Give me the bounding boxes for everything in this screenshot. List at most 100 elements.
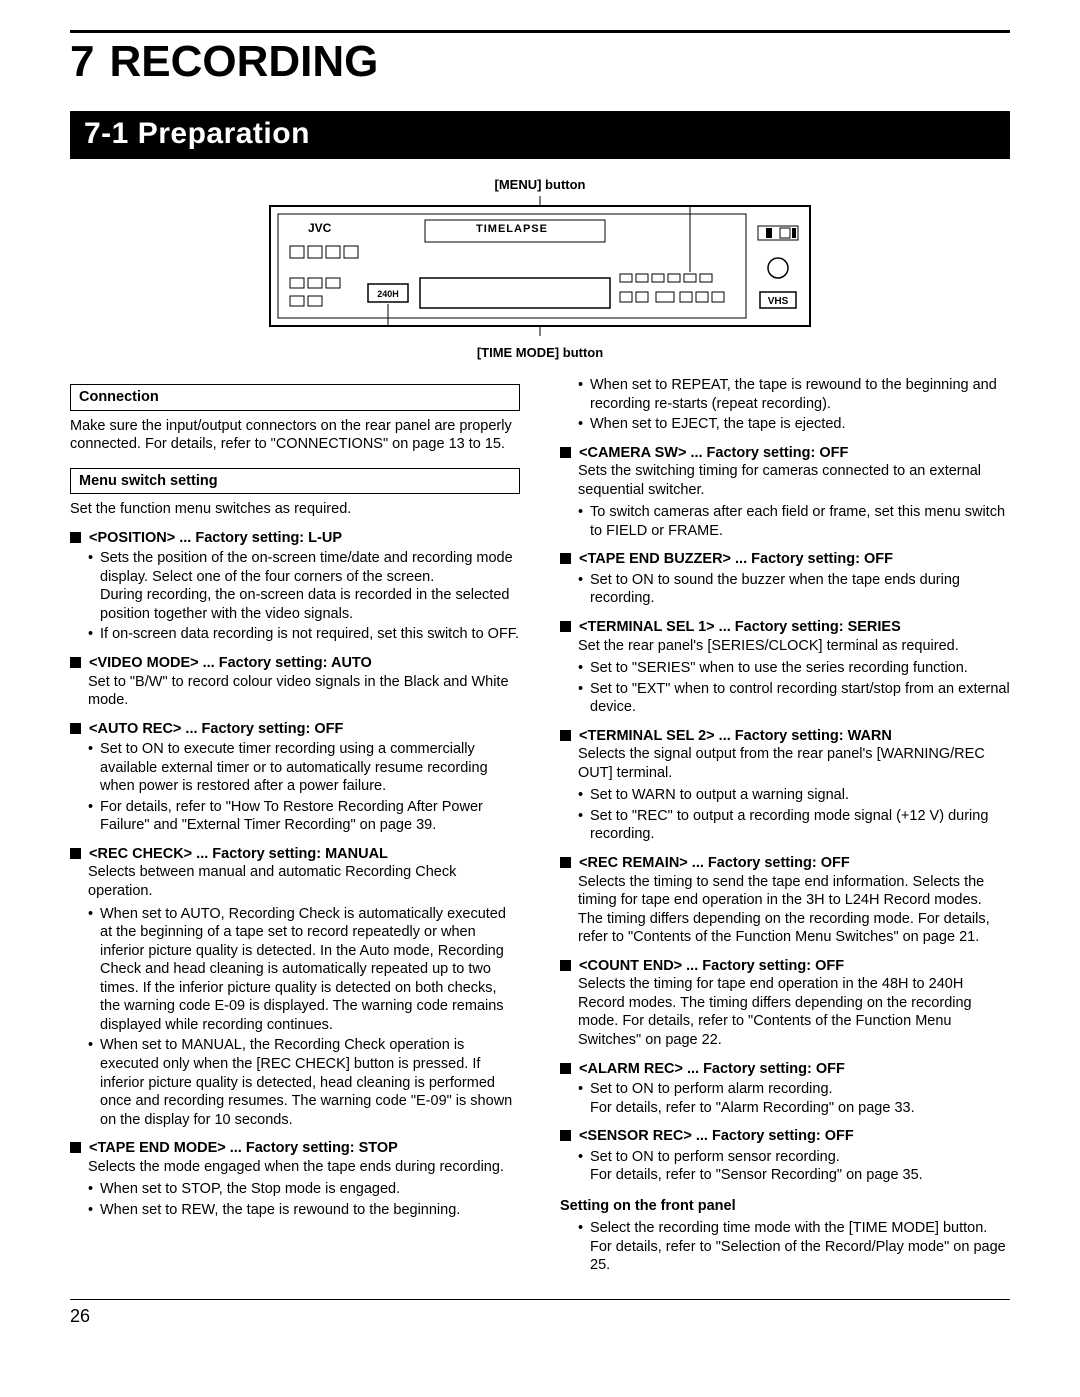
- term2-title: <TERMINAL SEL 2> ... Factory setting: WA…: [579, 727, 1010, 746]
- square-bullet-icon: [560, 553, 571, 564]
- camera-sw-head: <CAMERA SW> ... Factory setting: OFF: [560, 444, 1010, 463]
- rec-check-intro: Selects between manual and automatic Rec…: [88, 863, 520, 900]
- video-mode-body: Set to "B/W" to record colour video sign…: [88, 673, 520, 710]
- content-columns: Connection Make sure the input/output co…: [70, 374, 1010, 1275]
- front-panel-bullets: Select the recording time mode with the …: [578, 1219, 1010, 1275]
- square-bullet-icon: [560, 857, 571, 868]
- tape-end-head: <TAPE END MODE> ... Factory setting: STO…: [70, 1139, 520, 1158]
- rec-check-title: <REC CHECK> ... Factory setting: MANUAL: [89, 845, 520, 864]
- square-bullet-icon: [70, 532, 81, 543]
- square-bullet-icon: [560, 730, 571, 741]
- term2-intro: Selects the signal output from the rear …: [578, 745, 1010, 782]
- term2-head: <TERMINAL SEL 2> ... Factory setting: WA…: [560, 727, 1010, 746]
- vhs-label: VHS: [768, 296, 789, 307]
- front-panel-b1: Select the recording time mode with the …: [578, 1219, 1010, 1275]
- alarm-rec-head: <ALARM REC> ... Factory setting: OFF: [560, 1060, 1010, 1079]
- position-b1: Sets the position of the on-screen time/…: [88, 549, 520, 623]
- rec-check-b2: When set to MANUAL, the Recording Check …: [88, 1036, 520, 1129]
- count-end-head: <COUNT END> ... Factory setting: OFF: [560, 957, 1010, 976]
- page-number: 26: [70, 1306, 90, 1326]
- rec-remain-title: <REC REMAIN> ... Factory setting: OFF: [579, 854, 1010, 873]
- rec-check-b1: When set to AUTO, Recording Check is aut…: [88, 905, 520, 1035]
- square-bullet-icon: [560, 1130, 571, 1141]
- position-title: <POSITION> ... Factory setting: L-UP: [89, 529, 520, 548]
- tape-end-cont-b1: When set to REPEAT, the tape is rewound …: [578, 376, 1010, 413]
- rec-remain-body: Selects the timing to send the tape end …: [578, 873, 1010, 947]
- brand-text: JVC: [308, 221, 332, 235]
- page-footer: 26: [70, 1299, 1010, 1327]
- connection-head: Connection: [70, 384, 520, 411]
- tape-end-intro: Selects the mode engaged when the tape e…: [88, 1158, 520, 1177]
- camera-sw-b1: To switch cameras after each field or fr…: [578, 503, 1010, 540]
- video-mode-title: <VIDEO MODE> ... Factory setting: AUTO: [89, 654, 520, 673]
- connection-body: Make sure the input/output connectors on…: [70, 417, 520, 454]
- term1-b1: Set to "SERIES" when to use the series r…: [578, 659, 1010, 678]
- auto-rec-bullets: Set to ON to execute timer recording usi…: [88, 740, 520, 835]
- tape-end-cont-bullets: When set to REPEAT, the tape is rewound …: [578, 376, 1010, 434]
- auto-rec-title: <AUTO REC> ... Factory setting: OFF: [89, 720, 520, 739]
- rec-check-head: <REC CHECK> ... Factory setting: MANUAL: [70, 845, 520, 864]
- video-mode-head: <VIDEO MODE> ... Factory setting: AUTO: [70, 654, 520, 673]
- camera-sw-title: <CAMERA SW> ... Factory setting: OFF: [579, 444, 1010, 463]
- right-column: When set to REPEAT, the tape is rewound …: [560, 374, 1010, 1275]
- sensor-rec-head: <SENSOR REC> ... Factory setting: OFF: [560, 1127, 1010, 1146]
- position-head: <POSITION> ... Factory setting: L-UP: [70, 529, 520, 548]
- square-bullet-icon: [70, 1142, 81, 1153]
- tape-end-b1: When set to STOP, the Stop mode is engag…: [88, 1180, 520, 1199]
- square-bullet-icon: [70, 848, 81, 859]
- timelapse-text: TIMELAPSE: [476, 223, 548, 235]
- square-bullet-icon: [560, 447, 571, 458]
- auto-rec-head: <AUTO REC> ... Factory setting: OFF: [70, 720, 520, 739]
- tape-end-buzzer-bullets: Set to ON to sound the buzzer when the t…: [578, 571, 1010, 608]
- term1-bullets: Set to "SERIES" when to use the series r…: [578, 659, 1010, 717]
- tape-end-title: <TAPE END MODE> ... Factory setting: STO…: [89, 1139, 520, 1158]
- menu-switch-intro: Set the function menu switches as requir…: [70, 500, 520, 519]
- alarm-rec-bullets: Set to ON to perform alarm recording.For…: [578, 1080, 1010, 1117]
- menu-switch-head: Menu switch setting: [70, 468, 520, 495]
- sensor-rec-title: <SENSOR REC> ... Factory setting: OFF: [579, 1127, 1010, 1146]
- mode-display: 240H: [377, 289, 399, 299]
- rec-remain-head: <REC REMAIN> ... Factory setting: OFF: [560, 854, 1010, 873]
- tape-end-buzzer-head: <TAPE END BUZZER> ... Factory setting: O…: [560, 550, 1010, 569]
- term1-head: <TERMINAL SEL 1> ... Factory setting: SE…: [560, 618, 1010, 637]
- count-end-title: <COUNT END> ... Factory setting: OFF: [579, 957, 1010, 976]
- chapter-number: 7: [70, 37, 95, 87]
- auto-rec-b1: Set to ON to execute timer recording usi…: [88, 740, 520, 796]
- position-bullets: Sets the position of the on-screen time/…: [88, 549, 520, 644]
- square-bullet-icon: [560, 621, 571, 632]
- chapter-heading: 7 RECORDING: [70, 37, 1010, 89]
- alarm-rec-title: <ALARM REC> ... Factory setting: OFF: [579, 1060, 1010, 1079]
- figure-top-label: [MENU] button: [70, 177, 1010, 192]
- position-b2: If on-screen data recording is not requi…: [88, 625, 520, 644]
- front-panel-head: Setting on the front panel: [560, 1197, 1010, 1216]
- figure-bottom-label: [TIME MODE] button: [70, 345, 1010, 360]
- section-label: 7-1 Preparation: [84, 117, 310, 150]
- sensor-rec-b1: Set to ON to perform sensor recording.Fo…: [578, 1148, 1010, 1185]
- square-bullet-icon: [70, 657, 81, 668]
- vcr-diagram: JVC TIMELAPSE VHS 240H: [260, 196, 820, 336]
- tape-end-cont-b2: When set to EJECT, the tape is ejected.: [578, 415, 1010, 434]
- term2-b2: Set to "REC" to output a recording mode …: [578, 807, 1010, 844]
- chapter-title-text: RECORDING: [109, 37, 378, 87]
- camera-sw-bullets: To switch cameras after each field or fr…: [578, 503, 1010, 540]
- sensor-rec-bullets: Set to ON to perform sensor recording.Fo…: [578, 1148, 1010, 1185]
- rec-check-bullets: When set to AUTO, Recording Check is aut…: [88, 905, 520, 1130]
- count-end-body: Selects the timing for tape end operatio…: [578, 975, 1010, 1049]
- left-column: Connection Make sure the input/output co…: [70, 374, 520, 1275]
- tape-end-b2: When set to REW, the tape is rewound to …: [88, 1201, 520, 1220]
- term1-title: <TERMINAL SEL 1> ... Factory setting: SE…: [579, 618, 1010, 637]
- camera-sw-intro: Sets the switching timing for cameras co…: [578, 462, 1010, 499]
- vcr-figure: [MENU] button JVC TIMELAPSE VHS: [70, 177, 1010, 360]
- section-bar: 7-1 Preparation: [70, 111, 1010, 159]
- term2-b1: Set to WARN to output a warning signal.: [578, 786, 1010, 805]
- term1-b2: Set to "EXT" when to control recording s…: [578, 680, 1010, 717]
- term1-intro: Set the rear panel's [SERIES/CLOCK] term…: [578, 637, 1010, 656]
- alarm-rec-b1: Set to ON to perform alarm recording.For…: [578, 1080, 1010, 1117]
- square-bullet-icon: [70, 723, 81, 734]
- term2-bullets: Set to WARN to output a warning signal. …: [578, 786, 1010, 844]
- auto-rec-b2: For details, refer to "How To Restore Re…: [88, 798, 520, 835]
- square-bullet-icon: [560, 960, 571, 971]
- tape-end-buzzer-title: <TAPE END BUZZER> ... Factory setting: O…: [579, 550, 1010, 569]
- tape-end-bullets: When set to STOP, the Stop mode is engag…: [88, 1180, 520, 1219]
- tape-end-buzzer-b1: Set to ON to sound the buzzer when the t…: [578, 571, 1010, 608]
